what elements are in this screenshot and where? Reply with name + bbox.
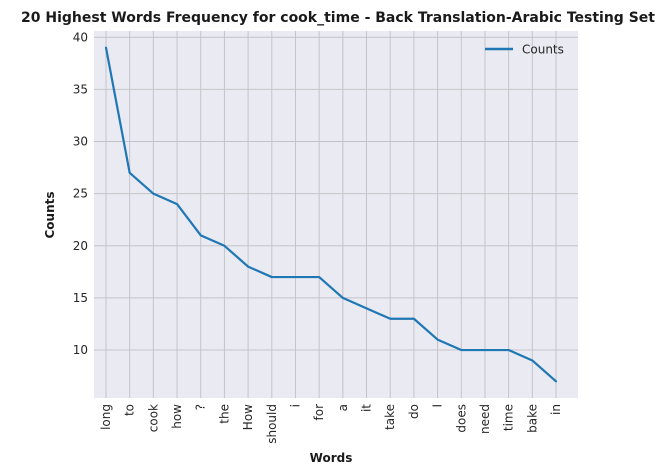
x-tick-label: to [123, 404, 137, 416]
x-tick-label: the [217, 404, 231, 424]
plot-area [94, 31, 578, 398]
x-gridlines [105, 31, 557, 398]
x-tick-label: a [336, 404, 350, 411]
x-tick-label: should [265, 404, 279, 444]
y-tick-label: 40 [73, 30, 88, 44]
y-tick-label: 25 [73, 187, 88, 201]
x-tick-label: it [360, 404, 374, 412]
x-tick-label: bake [525, 404, 539, 433]
y-tick-label: 20 [73, 239, 88, 253]
x-axis-label: Words [310, 451, 353, 465]
y-tick-label: 15 [73, 291, 88, 305]
legend-label-counts: Counts [522, 43, 564, 57]
x-tick-label: time [502, 404, 516, 431]
x-tick-label: long [99, 404, 113, 430]
x-tick-label: in [549, 404, 563, 415]
y-tick-label: 30 [73, 135, 88, 149]
x-tick-label: for [312, 404, 326, 421]
y-tick-labels: 10 15 20 25 30 35 40 [73, 30, 88, 357]
x-tick-label: cook [146, 404, 160, 432]
x-tick-label: do [407, 404, 421, 419]
y-axis-label: Counts [43, 191, 57, 238]
y-gridlines [94, 36, 578, 351]
x-tick-labels: long to cook how? the How should i for a it take do I… [99, 404, 563, 444]
series-line-counts [104, 46, 558, 383]
chart-title: 20 Highest Words Frequency for cook_time… [21, 10, 655, 26]
x-tick-label: I [431, 404, 445, 408]
x-tick-label: take [383, 404, 397, 430]
x-tick-label: does [454, 404, 468, 433]
x-tick-label: how [170, 404, 184, 429]
legend: Counts [485, 43, 564, 57]
y-tick-label: 10 [73, 343, 88, 357]
x-tick-label: How [241, 404, 255, 430]
x-tick-label: i [288, 404, 302, 407]
x-tick-label: need [478, 404, 492, 434]
x-tick-label: ? [194, 404, 208, 410]
y-tick-label: 35 [73, 82, 88, 96]
